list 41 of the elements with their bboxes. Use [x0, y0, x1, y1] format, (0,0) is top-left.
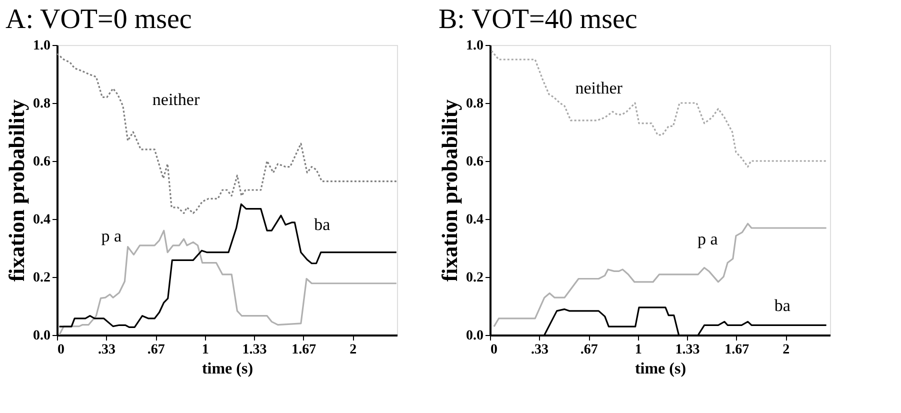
x-tick-label: 1 [202, 342, 209, 358]
x-tick-label: 1.33 [675, 342, 700, 358]
x-tick-label: 0 [490, 342, 498, 358]
x-axis-title: time (s) [634, 360, 686, 378]
line-series [493, 222, 828, 328]
y-tick-label: 0.6 [33, 154, 50, 170]
y-tick-label: 0.0 [466, 328, 484, 344]
y-axis-title: fixation probability [437, 99, 462, 282]
y-tick-label: 0.8 [466, 96, 484, 112]
x-tick-label: .33 [98, 342, 116, 358]
x-axis-title: time (s) [202, 360, 254, 378]
series-label: neither [152, 90, 200, 110]
y-tick-label: 0.8 [33, 96, 50, 112]
y-tick-label: 0.4 [466, 212, 484, 228]
x-tick-label: 1.67 [724, 342, 750, 358]
x-tick-label: 2 [782, 342, 790, 358]
series-label: neither [575, 78, 623, 98]
series-label: p a [697, 229, 718, 248]
x-tick-label: 0 [58, 342, 64, 358]
y-tick-label: 0.0 [33, 328, 50, 344]
series-label: ba [774, 296, 791, 315]
x-tick-label: .33 [530, 342, 548, 358]
chart-title: A: VOT=0 msec [6, 4, 192, 35]
x-tick-label: .67 [147, 342, 165, 358]
x-tick-label: 2 [350, 342, 357, 358]
x-tick-label: 1.33 [242, 342, 267, 358]
chart-title: B: VOT=40 msec [438, 4, 638, 35]
x-tick-label: 1.67 [292, 342, 316, 358]
y-tick-label: 1.0 [466, 38, 484, 54]
y-tick-label: 0.2 [466, 270, 484, 286]
y-axis-title: fixation probability [4, 99, 29, 282]
line-series [490, 50, 828, 168]
y-tick-label: 1.0 [33, 38, 50, 54]
y-tick-label: 0.6 [466, 154, 484, 170]
series-label: p a [101, 226, 122, 246]
series-label: ba [314, 214, 331, 234]
y-tick-label: 0.4 [33, 212, 50, 228]
line-series [57, 52, 397, 214]
y-tick-label: 0.2 [33, 270, 50, 286]
x-tick-label: 1 [634, 342, 642, 358]
x-tick-label: .67 [580, 342, 598, 358]
